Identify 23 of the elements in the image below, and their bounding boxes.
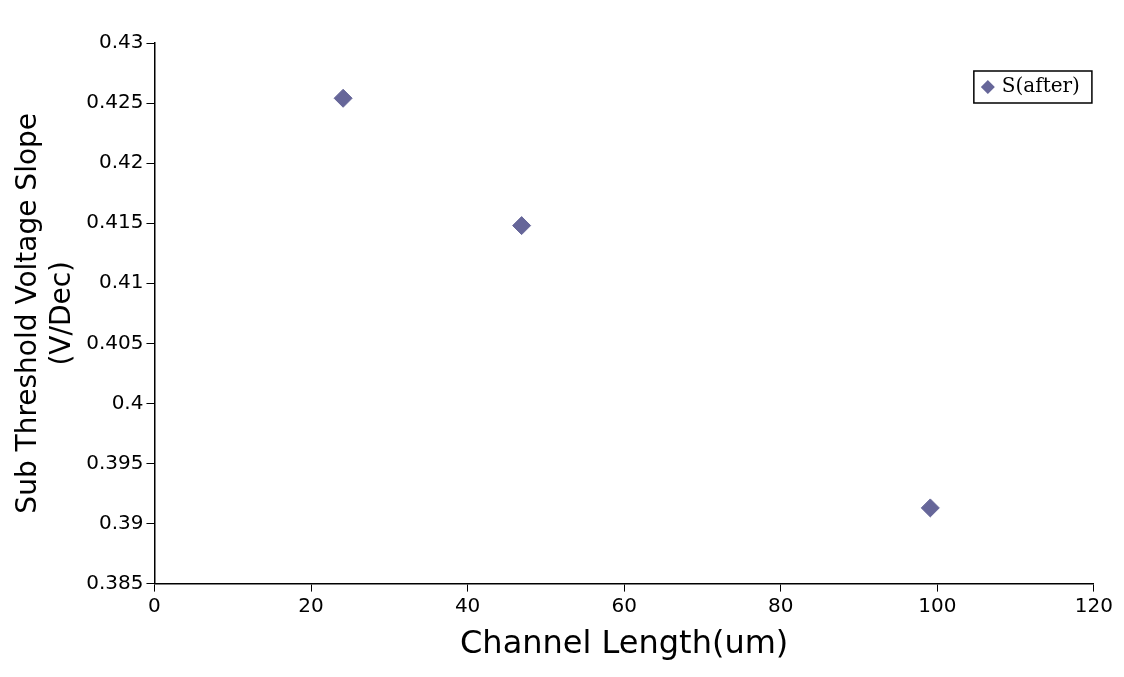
legend-label: S(after) <box>1001 73 1080 98</box>
point <box>920 498 940 518</box>
y-tick-label: 0.4 <box>111 389 144 414</box>
y-tick-label: 0.42 <box>98 149 144 174</box>
point <box>333 88 353 108</box>
y-tick-label: 0.395 <box>86 449 144 474</box>
x-tick-label: 120 <box>1074 592 1114 617</box>
y-tick-label: 0.39 <box>98 509 144 534</box>
y-tick-label: 0.43 <box>98 29 144 54</box>
y-tick-label: 0.385 <box>86 569 144 594</box>
x-axis-title: Channel Length(um) <box>460 623 789 662</box>
x-tick-label: 40 <box>454 592 481 617</box>
x-tick-label: 0 <box>148 592 161 617</box>
x-tick-label: 80 <box>768 592 794 617</box>
y-tick-label: 0.41 <box>98 269 144 294</box>
y-tick-label: 0.405 <box>86 329 144 354</box>
y-axis-title: Sub Threshold Voltage Slope (V/Dec) <box>10 112 77 514</box>
x-tick-label: 60 <box>611 592 637 617</box>
y-tick-label: 0.415 <box>86 209 144 234</box>
y-tick-label: 0.425 <box>86 89 144 114</box>
x-tick-label: 20 <box>298 592 324 617</box>
point <box>512 216 532 236</box>
x-tick-label: 100 <box>918 592 957 617</box>
